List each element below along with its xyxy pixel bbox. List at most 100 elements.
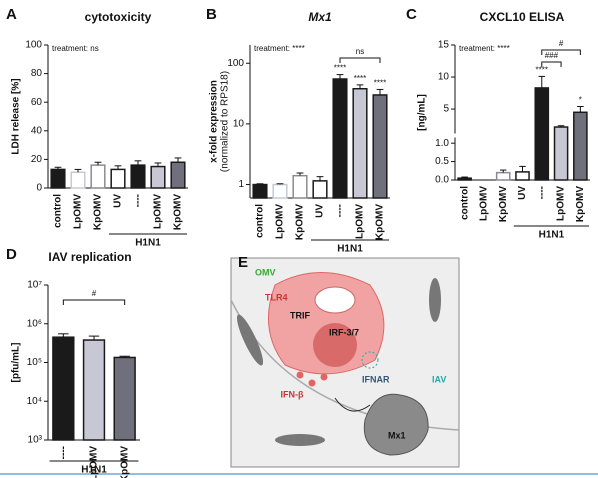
x-tick-label: ---- <box>133 194 144 207</box>
y-tick-label: 20 <box>31 154 43 165</box>
panel-label: A <box>6 6 17 23</box>
y-tick-label: 5 <box>443 104 449 115</box>
cell-nucleus <box>313 323 357 367</box>
virus <box>361 351 379 369</box>
bar <box>515 171 530 181</box>
panel-label: E <box>238 254 248 271</box>
bar <box>534 87 550 181</box>
chart-title: Mx1 <box>308 10 332 24</box>
x-tick-label: ---- <box>335 204 346 217</box>
vacuole <box>314 286 356 314</box>
x-tick-label: ---- <box>58 446 69 459</box>
group-label: H1N1 <box>337 244 363 255</box>
x-tick-label: UV <box>113 194 124 208</box>
epithelial-cell <box>363 393 429 456</box>
y-tick-label: 10⁴ <box>27 396 42 407</box>
annotation: treatment: **** <box>254 44 305 53</box>
y-tick-label: 80 <box>31 68 43 79</box>
nucleus <box>429 278 441 322</box>
y-tick-label: 100 <box>25 40 42 51</box>
label-irf: IRF-3/7 <box>329 327 359 337</box>
x-tick-label: control <box>459 186 470 220</box>
y-axis-label: x-fold expression <box>209 80 220 163</box>
y-tick-label: 0.5 <box>435 156 449 167</box>
x-tick-label: LpOMV <box>153 194 164 229</box>
x-tick-label: control <box>53 194 64 228</box>
label-tlr4: TLR4 <box>265 292 288 302</box>
y-tick-label: 100 <box>227 58 244 69</box>
y-tick-label: 60 <box>31 97 43 108</box>
annotation: **** <box>374 79 386 88</box>
y-tick-label: 15 <box>438 40 450 51</box>
x-tick-label: UV <box>517 186 528 200</box>
x-tick-label: LpOMV <box>355 204 366 239</box>
chart-title: CXCL10 ELISA <box>480 10 565 24</box>
x-tick-label: KpOMV <box>173 194 184 230</box>
label-trif: TRIF <box>290 310 310 320</box>
label-ifnar: IFNAR <box>362 374 390 384</box>
y-tick-label: 40 <box>31 125 43 136</box>
y-tick-label: 1 <box>238 179 244 190</box>
bar <box>292 174 308 199</box>
y-tick-label: 0 <box>36 183 42 194</box>
x-tick-label: control <box>255 204 266 238</box>
chart-title: cytotoxicity <box>85 10 152 24</box>
bar <box>150 165 166 189</box>
bar <box>82 339 106 441</box>
bar <box>113 356 136 441</box>
annotation: treatment: **** <box>459 44 510 53</box>
bar <box>553 126 569 181</box>
group-label: H1N1 <box>135 238 161 249</box>
x-tick-label: KpOMV <box>498 186 509 222</box>
bar <box>332 78 348 199</box>
bar <box>573 111 588 181</box>
y-tick-label: 10³ <box>28 435 43 446</box>
y-axis-note: (normalized to RPS18) <box>220 71 231 172</box>
y-tick-label: 10 <box>438 72 450 83</box>
ifn-dot <box>320 373 328 381</box>
x-tick-label: KpOMV <box>119 446 130 478</box>
x-tick-label: KpOMV <box>93 194 104 230</box>
panel-label: C <box>406 6 417 23</box>
bar <box>50 168 66 189</box>
x-tick-label: LpOMV <box>479 186 490 221</box>
bar <box>372 94 388 199</box>
annotation: # <box>559 39 564 48</box>
annotation: **** <box>334 64 346 73</box>
bracket <box>541 49 581 55</box>
annotation: **** <box>354 74 366 83</box>
y-tick-label: 10⁷ <box>27 280 42 291</box>
bar <box>70 171 86 189</box>
y-tick-label: 0.0 <box>435 175 449 186</box>
bracket <box>339 57 381 63</box>
annotation: # <box>92 289 97 298</box>
label-omv: OMV <box>255 267 276 277</box>
nucleus <box>236 314 264 366</box>
bar <box>352 87 368 199</box>
x-tick-label: LpOMV <box>556 186 567 221</box>
bar <box>252 183 268 199</box>
bar <box>272 183 288 199</box>
bar <box>495 171 511 181</box>
label-iav: IAV <box>432 374 446 384</box>
bar <box>52 336 75 441</box>
bracket <box>541 61 562 67</box>
x-tick-label: UV <box>315 204 326 218</box>
bar <box>170 161 186 189</box>
group-label: H1N1 <box>81 465 107 476</box>
x-tick-label: LpOMV <box>89 446 100 478</box>
y-axis-label: [ng/mL] <box>417 94 428 131</box>
panel-label: B <box>206 6 217 23</box>
annotation: **** <box>536 66 548 75</box>
bar <box>312 180 328 199</box>
group-label: H1N1 <box>539 230 565 241</box>
annotation: * <box>579 96 582 105</box>
panel-label: D <box>6 246 17 263</box>
x-tick-label: KpOMV <box>295 204 306 240</box>
annotation: treatment: ns <box>52 44 99 53</box>
bar <box>110 168 126 189</box>
label-mx1: Mx1 <box>388 430 406 440</box>
bracket <box>62 299 126 305</box>
x-tick-label: KpOMV <box>375 204 386 240</box>
